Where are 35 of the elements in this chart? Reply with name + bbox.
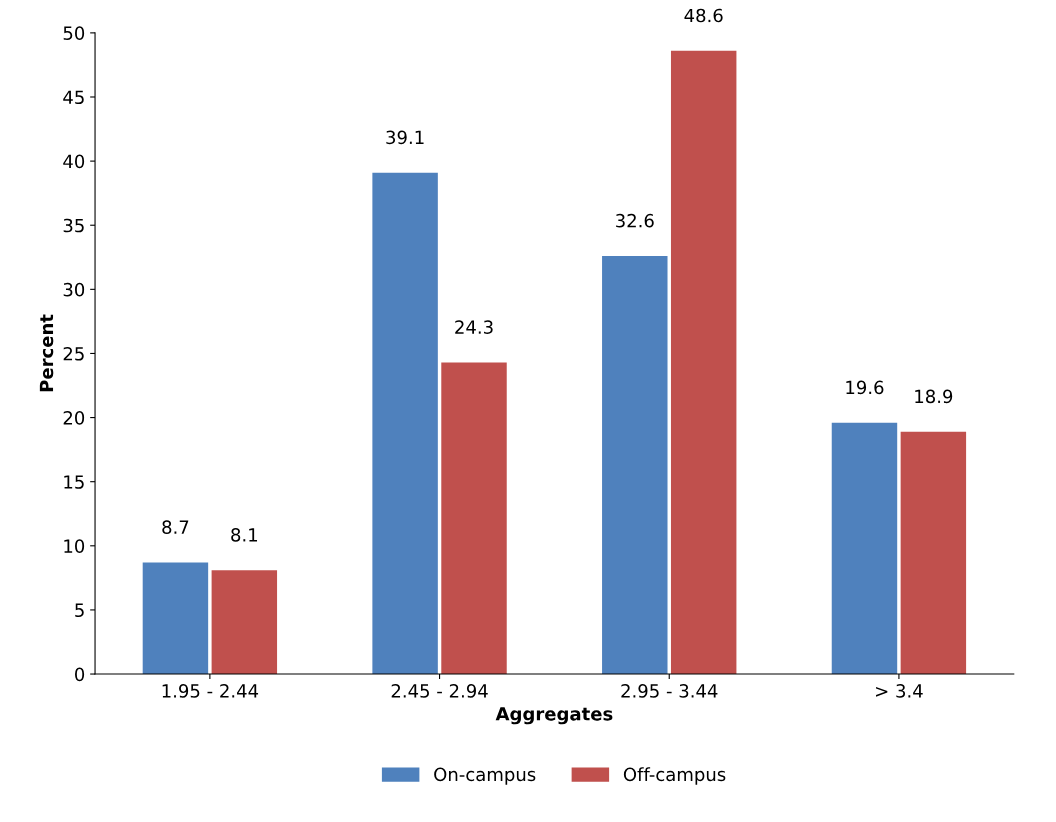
data-label: 24.3 xyxy=(455,320,493,334)
data-label: 39.1 xyxy=(386,130,424,145)
data-label: 8.7 xyxy=(162,520,189,534)
bar xyxy=(211,570,278,675)
y-tick-label: 10 xyxy=(64,539,85,553)
bar xyxy=(900,431,967,675)
data-label: 18.9 xyxy=(915,389,953,404)
y-tick-label: 45 xyxy=(63,90,84,105)
bar xyxy=(602,256,668,675)
x-tick-label: 2.45 - 2.94 xyxy=(391,684,488,698)
y-tick-label: 15 xyxy=(64,475,84,489)
legend-label: On-campus xyxy=(434,767,536,785)
bar xyxy=(441,362,507,675)
data-label: 32.6 xyxy=(616,213,654,228)
bar xyxy=(142,562,209,675)
x-tick-label: > 3.4 xyxy=(876,684,923,698)
y-tick-label: 35 xyxy=(63,218,84,233)
bar xyxy=(372,172,438,675)
y-tick-label: 25 xyxy=(63,346,84,361)
y-tick-label: 0 xyxy=(75,667,85,682)
y-tick-label: 50 xyxy=(63,26,85,40)
bar xyxy=(831,422,898,675)
x-tick-label: 1.95 - 2.44 xyxy=(162,684,259,698)
legend-label: Off-campus xyxy=(623,767,726,785)
y-tick-label: 30 xyxy=(63,282,85,297)
data-label: 8.1 xyxy=(231,528,258,542)
y-axis-title: Percent xyxy=(39,314,54,392)
x-axis-title: Aggregates xyxy=(495,707,613,725)
bar xyxy=(670,50,737,675)
x-tick-label: 2.95 - 3.44 xyxy=(621,684,718,698)
y-tick-label: 40 xyxy=(63,154,85,169)
y-tick-label: 5 xyxy=(75,603,84,618)
data-label: 48.6 xyxy=(684,8,723,23)
y-tick-label: 20 xyxy=(63,411,85,425)
data-label: 19.6 xyxy=(846,380,884,395)
